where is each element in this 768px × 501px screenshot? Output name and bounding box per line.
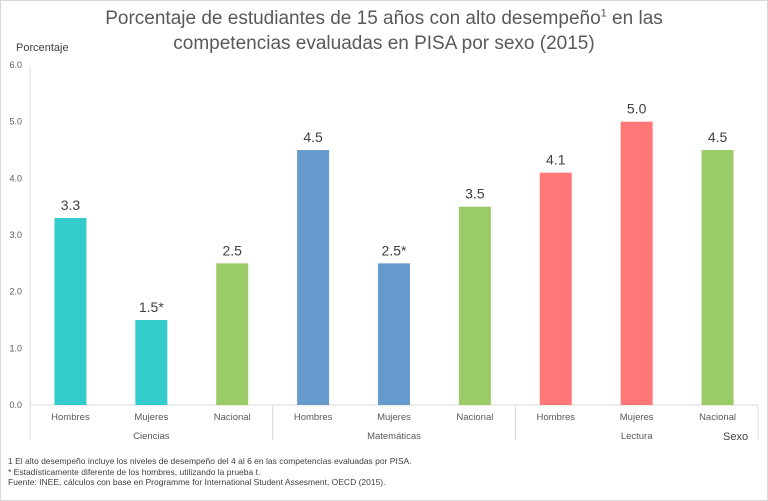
title-main: Porcentaje de estudiantes de 15 años con… bbox=[105, 8, 601, 29]
y-tick-label: 3.0 bbox=[9, 230, 22, 240]
x-category-label: Nacional bbox=[699, 412, 736, 423]
data-label: 4.5 bbox=[303, 129, 323, 145]
x-group-label: Lectura bbox=[621, 431, 653, 442]
chart-title: Porcentaje de estudiantes de 15 años con… bbox=[100, 6, 668, 56]
bar bbox=[620, 121, 653, 406]
x-category-label: Nacional bbox=[214, 412, 251, 423]
footnote-1: 1 El alto desempeño incluye los niveles … bbox=[8, 456, 412, 466]
footnote-source: Fuente: INEE, cálculos con base en Progr… bbox=[8, 477, 386, 487]
data-label: 4.5 bbox=[708, 129, 728, 145]
x-group-label: Matemáticas bbox=[367, 431, 421, 442]
x-axis-label: Sexo bbox=[723, 431, 749, 443]
title-rest: en las competencias evaluadas en PISA po… bbox=[173, 8, 663, 54]
y-tick-label: 4.0 bbox=[9, 173, 22, 183]
data-label: 2.5* bbox=[382, 242, 407, 258]
data-label: 5.0 bbox=[627, 101, 647, 117]
title-footnote-mark: 1 bbox=[600, 7, 607, 20]
bar bbox=[378, 263, 410, 405]
bar bbox=[539, 172, 572, 405]
y-tick-label: 5.0 bbox=[9, 117, 22, 127]
x-category-label: Mujeres bbox=[377, 412, 411, 423]
data-label: 3.3 bbox=[61, 197, 81, 213]
bar bbox=[54, 218, 87, 405]
y-tick-label: 1.0 bbox=[9, 343, 22, 353]
footnote-2: * Estadísticamente diferente de los homb… bbox=[8, 466, 261, 477]
bar bbox=[701, 150, 734, 405]
y-tick-label: 0.0 bbox=[9, 400, 22, 410]
bar bbox=[135, 320, 168, 405]
x-category-label: Hombres bbox=[51, 412, 90, 423]
y-axis-label: Porcentaje bbox=[16, 42, 69, 54]
data-label: 2.5 bbox=[222, 242, 242, 258]
footnotes: 1 El alto desempeño incluye los niveles … bbox=[8, 456, 412, 488]
bar bbox=[297, 150, 330, 405]
x-category-label: Nacional bbox=[456, 412, 493, 423]
x-category-label: Mujeres bbox=[134, 412, 168, 423]
x-category-label: Hombres bbox=[537, 412, 576, 423]
data-label: 3.5 bbox=[465, 186, 485, 202]
bar bbox=[458, 206, 491, 405]
bar bbox=[216, 263, 249, 405]
data-label: 1.5* bbox=[139, 299, 164, 315]
x-category-label: Hombres bbox=[294, 412, 333, 423]
y-tick-label: 2.0 bbox=[9, 287, 22, 297]
y-tick-label: 6.0 bbox=[9, 60, 22, 70]
data-label: 4.1 bbox=[546, 152, 566, 168]
x-category-label: Mujeres bbox=[620, 412, 654, 423]
x-group-label: Ciencias bbox=[133, 431, 170, 442]
